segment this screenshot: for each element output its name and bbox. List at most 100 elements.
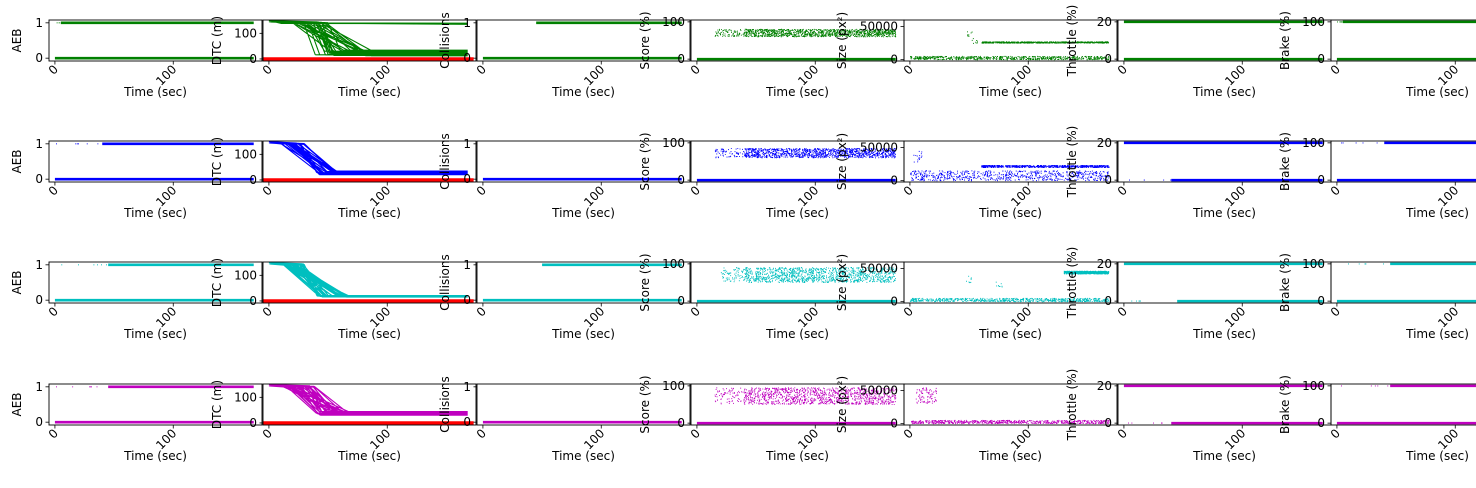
y-axis-label: Throttle (%) — [1065, 5, 1079, 78]
axes-frame — [48, 19, 263, 62]
axes-frame — [476, 19, 691, 62]
axes-frame — [1330, 383, 1476, 426]
x-tick-label: 0 — [901, 62, 916, 77]
subplot-yolov2-tiny-aeb: 0 1 0 100 Time (sec) AEB — [10, 16, 263, 99]
y-tick-label: 100 — [234, 147, 257, 161]
y-tick-label: 100 — [662, 379, 685, 393]
y-axis-label: AEB — [10, 270, 24, 294]
axes-frame — [1330, 19, 1476, 62]
x-axis-label: Time (sec) — [337, 327, 401, 341]
x-tick-label: 0 — [46, 183, 61, 198]
x-tick-label: 0 — [1328, 426, 1343, 441]
data-marks — [54, 385, 254, 424]
y-axis-label: Size (px²) — [835, 133, 849, 190]
y-tick-label: 0 — [1317, 173, 1325, 187]
y-axis-label: Score (%) — [638, 253, 652, 311]
y-tick-label: 0 — [890, 295, 898, 309]
x-tick-label: 0 — [46, 304, 61, 319]
x-tick-label: 0 — [474, 183, 489, 198]
y-tick-label: 50000 — [860, 384, 898, 398]
axes-frame — [476, 261, 691, 304]
data-marks — [482, 263, 682, 302]
y-axis-label: Size (px²) — [835, 12, 849, 69]
data-marks — [909, 270, 1110, 303]
data-marks — [54, 21, 254, 60]
subplot-yolov2-aeb: 0 1 0 100 Time (sec) AEB — [10, 137, 263, 220]
x-axis-label: Time (sec) — [765, 327, 829, 341]
subplot-yolov3-throttle: 0 20 0 100 Time (sec) Throttle (%) — [1065, 369, 1332, 463]
y-tick-label: 1 — [463, 137, 471, 151]
axes-frame — [903, 383, 1118, 426]
y-axis-label: DTC (m) — [210, 258, 224, 307]
y-tick-label: 0 — [677, 416, 685, 430]
y-tick-label: 0 — [1317, 416, 1325, 430]
y-tick-label: 0 — [463, 293, 471, 307]
x-tick-label: 0 — [688, 183, 703, 198]
y-axis-label: Brake (%) — [1278, 11, 1292, 70]
y-tick-label: 0 — [249, 52, 257, 66]
y-tick-label: 0 — [1104, 294, 1112, 308]
y-tick-label: 0 — [1104, 416, 1112, 430]
y-tick-label: 1 — [35, 380, 43, 394]
x-axis-label: Time (sec) — [978, 206, 1042, 220]
y-tick-label: 0 — [1317, 52, 1325, 66]
y-tick-label: 20 — [1097, 15, 1112, 29]
y-tick-label: 100 — [1302, 136, 1325, 150]
axes-frame — [476, 140, 691, 183]
data-marks — [696, 387, 897, 425]
data-marks — [696, 147, 897, 182]
y-tick-label: 20 — [1097, 379, 1112, 393]
y-tick-label: 0 — [1104, 173, 1112, 187]
data-marks — [696, 267, 896, 303]
y-axis-label: AEB — [10, 149, 24, 173]
data-marks — [1336, 20, 1476, 61]
y-tick-label: 0 — [1317, 294, 1325, 308]
series-points — [909, 270, 1110, 303]
axes-frame — [262, 383, 477, 426]
x-axis-label: Time (sec) — [551, 449, 615, 463]
data-marks — [54, 263, 254, 302]
y-tick-label: 0 — [890, 53, 898, 67]
y-tick-label: 0 — [35, 293, 43, 307]
y-tick-label: 0 — [463, 51, 471, 65]
data-marks — [482, 21, 682, 60]
x-axis-label: Time (sec) — [1405, 449, 1469, 463]
x-axis-label: Time (sec) — [337, 449, 401, 463]
y-axis-label: Score (%) — [638, 132, 652, 190]
y-tick-label: 0 — [249, 173, 257, 187]
x-axis-label: Time (sec) — [765, 206, 829, 220]
x-tick-label: 0 — [1328, 304, 1343, 319]
axes-frame — [903, 261, 1118, 304]
y-tick-label: 1 — [463, 16, 471, 30]
y-tick-label: 1 — [35, 258, 43, 272]
axes-frame — [1117, 140, 1332, 183]
y-tick-label: 0 — [249, 416, 257, 430]
y-axis-label: Throttle (%) — [1065, 369, 1079, 442]
data-marks — [1336, 141, 1476, 182]
y-tick-label: 1 — [463, 258, 471, 272]
x-axis-label: Time (sec) — [978, 449, 1042, 463]
subplot-yolov2-tiny-collisions: 0 1 0 100 Time (sec) Collisions — [438, 12, 691, 99]
y-axis-label: DTC (m) — [210, 380, 224, 429]
y-tick-label: 0 — [35, 51, 43, 65]
y-axis-label: Score (%) — [638, 375, 652, 433]
y-axis-label: Throttle (%) — [1065, 126, 1079, 199]
x-tick-label: 0 — [1328, 183, 1343, 198]
y-tick-label: 1 — [35, 16, 43, 30]
y-tick-label: 0 — [249, 294, 257, 308]
data-marks — [1123, 20, 1323, 61]
x-axis-label: Time (sec) — [123, 85, 187, 99]
x-axis-label: Time (sec) — [551, 206, 615, 220]
axes-frame — [1117, 19, 1332, 62]
subplot-yolov3-tiny-aeb: 0 1 0 100 Time (sec) AEB — [10, 258, 263, 341]
axes-frame — [262, 261, 477, 304]
y-tick-label: 50000 — [860, 141, 898, 155]
x-axis-label: Time (sec) — [551, 327, 615, 341]
data-marks — [1336, 262, 1476, 303]
